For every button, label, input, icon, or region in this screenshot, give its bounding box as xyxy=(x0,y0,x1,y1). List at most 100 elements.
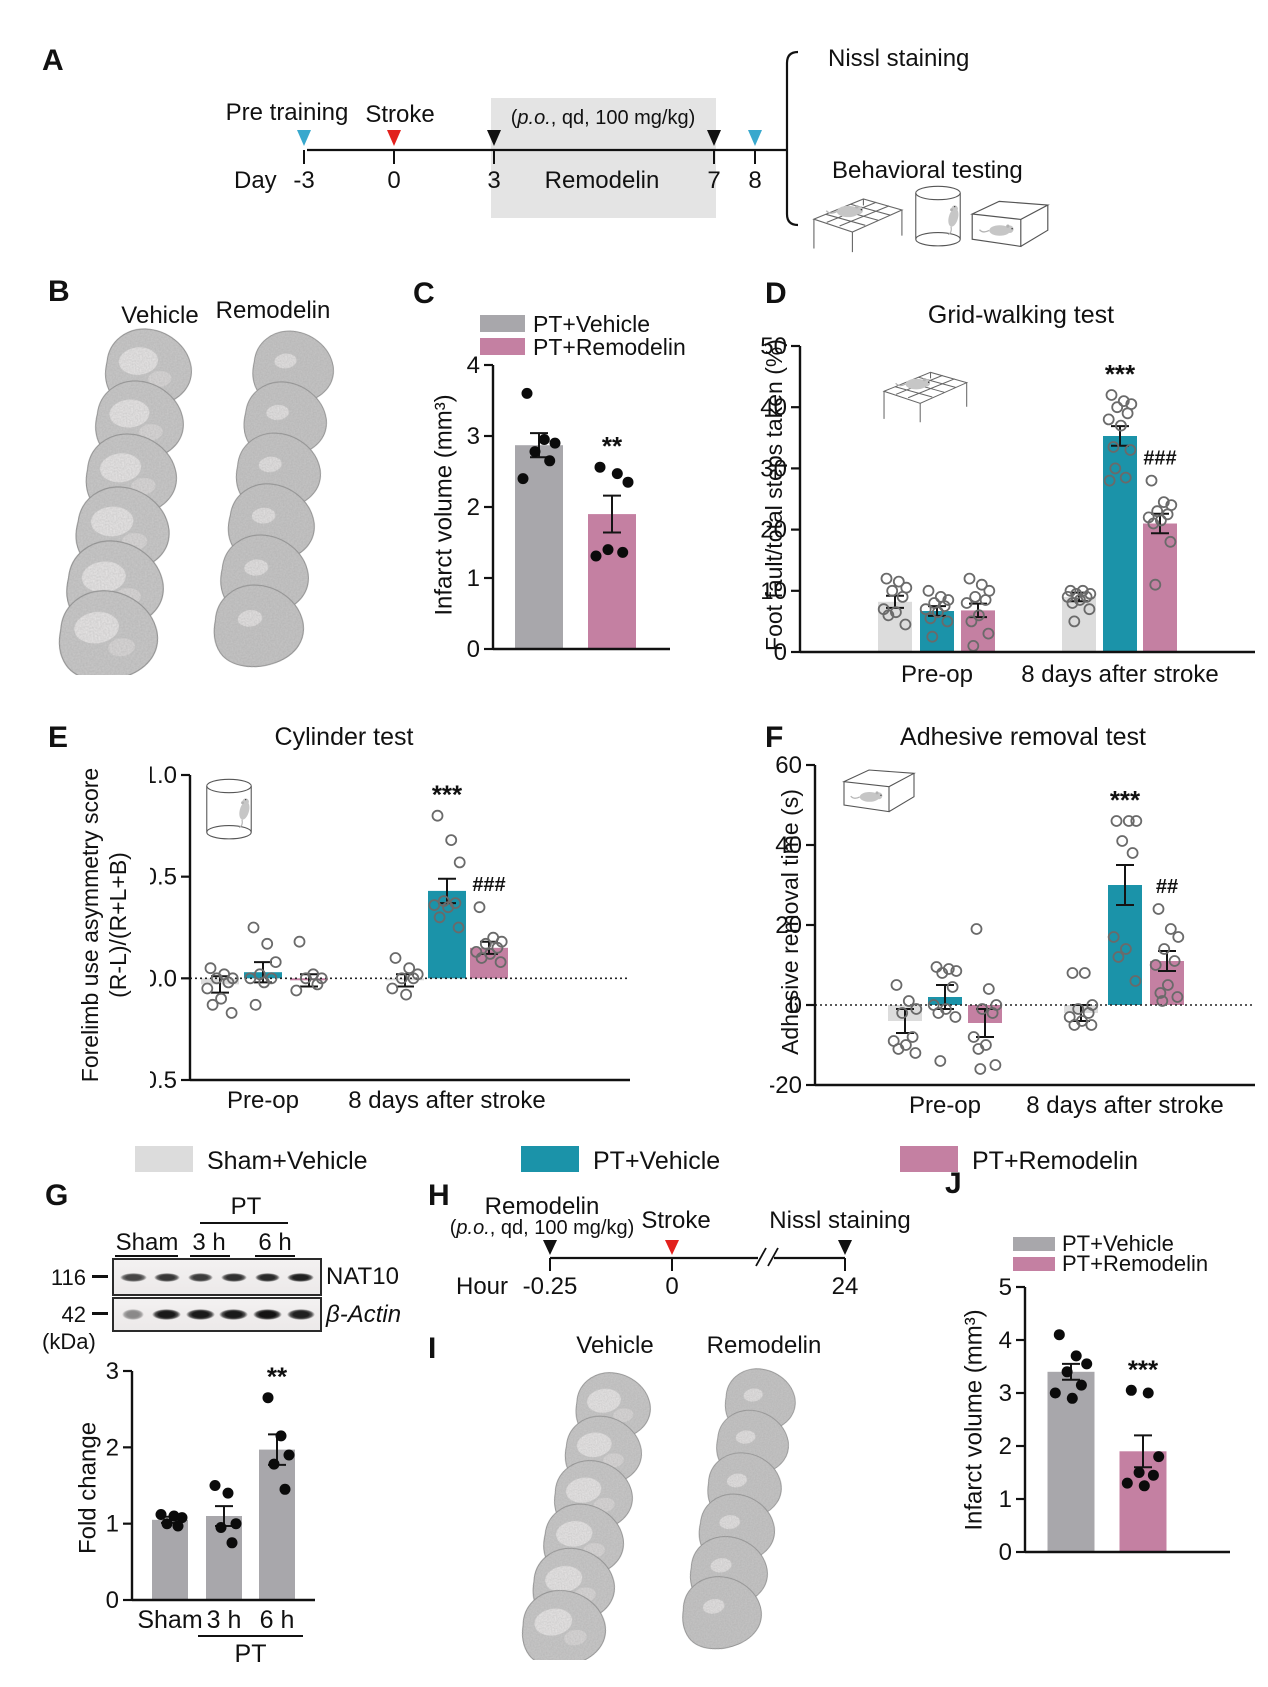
svg-text:1.0: 1.0 xyxy=(150,762,177,789)
blot-pt-overline xyxy=(200,1222,288,1224)
treatment-start-arrow-icon xyxy=(487,130,501,146)
blot-band xyxy=(187,1272,213,1282)
grid-walking-icon xyxy=(806,188,908,254)
panel-e-ylabel-line2: (R-L)/(R+L+B) xyxy=(104,852,131,998)
cylinder-test-icon-small xyxy=(205,778,253,842)
category-label: Sham xyxy=(137,1606,202,1634)
data-point xyxy=(969,590,982,603)
data-point xyxy=(176,1512,188,1524)
infarct-volume-chart-j: *** 0 1 2 3 4 5 xyxy=(999,1274,1230,1566)
data-point xyxy=(1158,943,1171,955)
data-point xyxy=(1119,943,1132,955)
panel-i-remodelin-label: Remodelin xyxy=(706,1332,822,1359)
svg-text:1: 1 xyxy=(467,565,480,592)
data-point xyxy=(949,1011,962,1023)
j-legend-label-vehicle: PT+Vehicle xyxy=(1062,1231,1174,1256)
data-point xyxy=(521,387,533,399)
blot-pt-header: PT xyxy=(230,1193,262,1220)
data-point xyxy=(517,473,529,485)
data-point xyxy=(258,976,270,989)
data-point xyxy=(1125,1384,1137,1396)
significance-label: ### xyxy=(1143,448,1176,470)
cylinder-chart: *** ### -0.5 0.0 0.5 1.0 Pre-op 8 days after s… xyxy=(150,762,630,1114)
legend-label-pt-vehicle-bottom: PT+Vehicle xyxy=(593,1147,721,1175)
data-point xyxy=(890,979,903,991)
mw-dash-116 xyxy=(92,1275,108,1278)
legend-label-pt-remodelin: PT+Remodelin xyxy=(533,334,686,360)
panel-f-label: F xyxy=(765,721,784,754)
svg-text:20: 20 xyxy=(760,517,787,544)
data-point xyxy=(261,937,274,950)
data-point xyxy=(1078,967,1091,979)
data-point xyxy=(1116,835,1129,847)
data-point xyxy=(979,594,992,606)
panel-f-title: Adhesive removal test xyxy=(900,723,1146,751)
data-point xyxy=(1053,1329,1065,1341)
data-point xyxy=(1133,1467,1145,1478)
data-point xyxy=(1119,471,1132,484)
blot-band xyxy=(220,1272,247,1282)
grid-walking-icon-small xyxy=(877,362,972,424)
svg-text:0: 0 xyxy=(789,992,802,1019)
data-point xyxy=(244,972,257,985)
bracket-label: PT xyxy=(235,1640,267,1668)
data-point xyxy=(1107,931,1120,943)
data-point xyxy=(602,544,614,556)
svg-text:0.5: 0.5 xyxy=(150,864,177,891)
significance-label: *** xyxy=(1105,359,1136,389)
significance-label: *** xyxy=(1110,785,1141,815)
data-point xyxy=(896,590,909,603)
cylinder-test-icon xyxy=(914,184,962,250)
data-point xyxy=(1142,1387,1154,1399)
data-point xyxy=(529,446,541,458)
svg-text:2: 2 xyxy=(999,1433,1012,1460)
grid-walking-chart: *** ### 0 10 20 30 40 50 Pre-op 8 days after str… xyxy=(760,333,1255,688)
adhesive-box-icon-small xyxy=(838,765,920,815)
svg-text:60: 60 xyxy=(775,752,802,779)
data-point xyxy=(1157,496,1170,509)
hour-tick: 0 xyxy=(665,1273,679,1300)
data-point xyxy=(1147,1469,1159,1481)
data-point xyxy=(910,1003,923,1015)
day-tick: 3 xyxy=(487,167,501,194)
data-point xyxy=(1168,955,1181,967)
error-bar xyxy=(1158,950,1176,972)
data-point xyxy=(544,455,556,467)
data-point xyxy=(611,468,623,480)
mw-marker-116: 116 xyxy=(50,1265,86,1290)
data-point xyxy=(201,982,214,995)
data-point xyxy=(1073,594,1086,606)
error-bar xyxy=(1116,864,1134,906)
data-point xyxy=(1082,1007,1095,1019)
data-point xyxy=(428,899,441,912)
panel-h-label: H xyxy=(428,1179,450,1212)
data-point xyxy=(976,1003,989,1015)
data-point xyxy=(1109,462,1122,475)
brain-column-vehicle xyxy=(52,325,195,675)
svg-text:50: 50 xyxy=(760,333,787,360)
data-point xyxy=(1130,815,1143,827)
data-point xyxy=(1068,615,1081,628)
error-bar xyxy=(396,973,414,988)
svg-text:3: 3 xyxy=(999,1380,1012,1407)
data-point xyxy=(433,911,446,924)
data-point xyxy=(1121,407,1134,420)
data-point xyxy=(1153,1451,1165,1463)
blot-lane-6h: 6 h xyxy=(258,1229,292,1256)
data-point xyxy=(491,941,504,954)
data-point xyxy=(1171,991,1184,1003)
data-point xyxy=(1164,535,1177,548)
data-point xyxy=(1164,923,1177,935)
data-point xyxy=(930,961,943,973)
panel-d-label: D xyxy=(765,277,787,310)
legend-swatch-pt-vehicle-bottom xyxy=(521,1146,579,1172)
data-point xyxy=(950,965,963,977)
brain-column-vehicle-i xyxy=(514,1366,655,1660)
data-point xyxy=(403,962,416,975)
data-point xyxy=(960,597,973,609)
data-point xyxy=(1068,1019,1081,1031)
group-label: Pre-op xyxy=(901,661,973,688)
data-point xyxy=(974,1063,987,1075)
svg-text:1: 1 xyxy=(106,1511,119,1538)
svg-text:0: 0 xyxy=(774,639,787,666)
